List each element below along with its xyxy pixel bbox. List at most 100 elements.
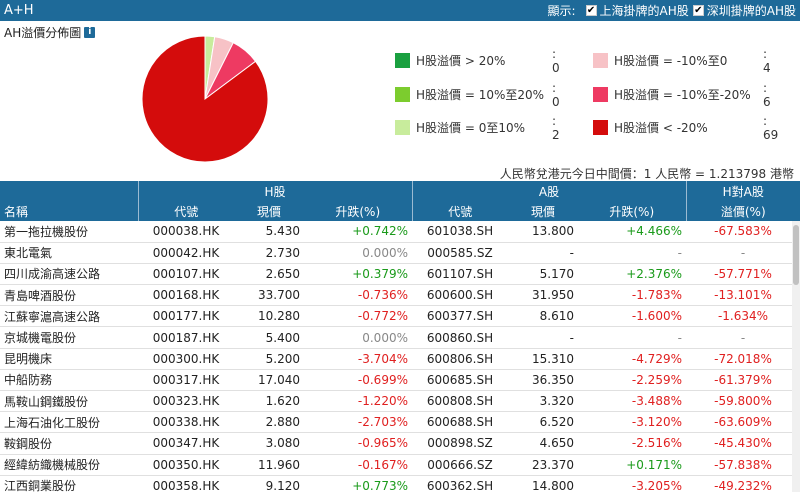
h-change-cell: -0.167% [304, 454, 412, 476]
h-code-cell: 000187.HK [138, 326, 234, 349]
table-row[interactable]: 經緯紡織機械股份 000350.HK 11.960 -0.167% 000666.SZ 2… [0, 454, 800, 476]
table-row[interactable]: 馬鞍山鋼鐵股份 000323.HK 1.620 -1.220% 600808.SH 3.3… [0, 390, 800, 413]
a-price-cell: 8.610 [508, 305, 578, 328]
a-price-cell: 14.800 [508, 475, 578, 492]
table-row[interactable]: 中船防務 000317.HK 17.040 -0.699% 600685.SH 36.35… [0, 369, 800, 392]
stock-name-cell: 鞍鋼股份 [0, 432, 138, 455]
col-h-price-header[interactable]: 現價 [256, 204, 281, 219]
a-change-cell: -1.600% [578, 305, 686, 328]
h-price-cell: 2.650 [234, 263, 304, 286]
table-row[interactable]: 京城機電股份 000187.HK 5.400 0.000% 600860.SH - - - [0, 326, 800, 349]
table-row[interactable]: 昆明機床 000300.HK 5.200 -3.704% 600806.SH 15.310… [0, 348, 800, 370]
table-row[interactable]: 江蘇寧滬高速公路 000177.HK 10.280 -0.772% 600377.SH 8… [0, 305, 800, 328]
a-share-group-header: A股 [411, 181, 686, 201]
premium-cell: -57.838% [686, 454, 800, 476]
h-code-cell: 000038.HK [138, 221, 234, 243]
h-code-cell: 000107.HK [138, 263, 234, 286]
premium-cell: -49.232% [686, 475, 800, 492]
checkbox-checked-icon[interactable]: ✔ [585, 4, 597, 16]
h-change-cell: -0.736% [304, 284, 412, 307]
a-change-cell: -2.516% [578, 432, 686, 455]
top-bar: A+H 顯示: ✔ 上海掛牌的AH股 ✔ 深圳掛牌的AH股 [0, 0, 800, 21]
table-row[interactable]: 上海石油化工股份 000338.HK 2.880 -2.703% 600688.SH 6.… [0, 411, 800, 434]
a-price-cell: 4.650 [508, 432, 578, 455]
a-code-cell: 600600.SH [412, 284, 508, 307]
info-icon[interactable]: i [84, 27, 96, 38]
table-row[interactable]: 青島啤酒股份 000168.HK 33.700 -0.736% 600600.SH 31.… [0, 284, 800, 307]
a-change-cell: - [578, 326, 686, 349]
legend-item: H股溢價 = -10%至-20%: 6 [593, 81, 771, 109]
h-code-cell: 000168.HK [138, 284, 234, 307]
stock-name-cell: 江西銅業股份 [0, 475, 138, 492]
display-options: 顯示: ✔ 上海掛牌的AH股 ✔ 深圳掛牌的AH股 [547, 2, 796, 19]
table-row[interactable]: 東北電氣 000042.HK 2.730 0.000% 000585.SZ - - - [0, 242, 800, 264]
a-price-cell: - [508, 326, 578, 349]
a-price-cell: 3.320 [508, 390, 578, 413]
a-price-cell: 15.310 [508, 348, 578, 370]
h-price-cell: 1.620 [234, 390, 304, 413]
h-change-cell: -3.704% [304, 348, 412, 370]
legend-swatch [593, 53, 608, 68]
premium-cell: -63.609% [686, 411, 800, 434]
legend-count: : 0 [552, 46, 560, 75]
h-price-cell: 3.080 [234, 432, 304, 455]
legend-swatch [593, 87, 608, 102]
premium-cell: -57.771% [686, 263, 800, 286]
legend-swatch [395, 120, 410, 135]
col-h-code-header[interactable]: 代號 [137, 201, 234, 221]
table-row[interactable]: 江西銅業股份 000358.HK 9.120 +0.773% 600362.SH 14.8… [0, 475, 800, 492]
table-row[interactable]: 第一拖拉機股份 000038.HK 5.430 +0.742% 601038.SH 13.… [0, 221, 800, 243]
a-code-cell: 600806.SH [412, 348, 508, 370]
premium-cell: -67.583% [686, 221, 800, 243]
legend-label: H股溢價 > 20% [416, 54, 506, 68]
scrollbar-thumb[interactable] [793, 225, 799, 285]
col-a-change-header[interactable]: 升跌(%) [609, 204, 655, 219]
h-change-cell: -1.220% [304, 390, 412, 413]
pie-chart-title: AH溢價分佈圖 i [4, 24, 96, 41]
a-change-cell: +0.171% [578, 454, 686, 476]
pie-slice[interactable] [141, 35, 269, 163]
legend-item: H股溢價 = 10%至20%: 0 [395, 81, 560, 109]
h-code-cell: 000317.HK [138, 369, 234, 392]
a-code-cell: 601107.SH [412, 263, 508, 286]
premium-cell: -45.430% [686, 432, 800, 455]
a-price-cell: - [508, 242, 578, 264]
stock-name-cell: 第一拖拉機股份 [0, 221, 138, 243]
a-change-cell: -1.783% [578, 284, 686, 307]
legend-label: H股溢價 = 0至10% [416, 121, 526, 135]
col-h-change-header[interactable]: 升跌(%) [335, 204, 381, 219]
premium-cell: -61.379% [686, 369, 800, 392]
h-price-cell: 5.430 [234, 221, 304, 243]
a-code-cell: 000898.SZ [412, 432, 508, 455]
a-price-cell: 5.170 [508, 263, 578, 286]
col-a-price-header[interactable]: 現價 [530, 204, 555, 219]
col-name-header[interactable]: 名稱 [4, 204, 29, 219]
col-premium-header[interactable]: 溢價(%) [685, 201, 800, 221]
a-price-cell: 6.520 [508, 411, 578, 434]
sh-listed-checkbox[interactable]: ✔ 上海掛牌的AH股 [585, 2, 689, 19]
premium-cell: -13.101% [686, 284, 800, 307]
h-price-cell: 2.730 [234, 242, 304, 264]
stock-name-cell: 中船防務 [0, 369, 138, 392]
a-change-cell: -3.205% [578, 475, 686, 492]
legend-count: : 2 [552, 113, 560, 142]
h-code-cell: 000347.HK [138, 432, 234, 455]
a-price-cell: 23.370 [508, 454, 578, 476]
a-code-cell: 601038.SH [412, 221, 508, 243]
a-change-cell: +2.376% [578, 263, 686, 286]
legend-swatch [395, 53, 410, 68]
table-row[interactable]: 四川成渝高速公路 000107.HK 2.650 +0.379% 601107.SH 5.… [0, 263, 800, 286]
stock-name-cell: 京城機電股份 [0, 326, 138, 349]
checkbox-checked-icon[interactable]: ✔ [692, 4, 704, 16]
table-scrollbar[interactable] [792, 221, 800, 492]
h-code-cell: 000350.HK [138, 454, 234, 476]
sz-listed-checkbox[interactable]: ✔ 深圳掛牌的AH股 [692, 2, 796, 19]
h-share-group-header: H股 [137, 181, 412, 201]
table-row[interactable]: 鞍鋼股份 000347.HK 3.080 -0.965% 000898.SZ 4.650-… [0, 432, 800, 455]
col-a-code-header[interactable]: 代號 [411, 201, 508, 221]
legend-count: : 4 [763, 46, 771, 75]
a-code-cell: 600688.SH [412, 411, 508, 434]
a-price-cell: 36.350 [508, 369, 578, 392]
a-price-cell: 31.950 [508, 284, 578, 307]
sz-listed-label: 深圳掛牌的AH股 [706, 4, 796, 18]
